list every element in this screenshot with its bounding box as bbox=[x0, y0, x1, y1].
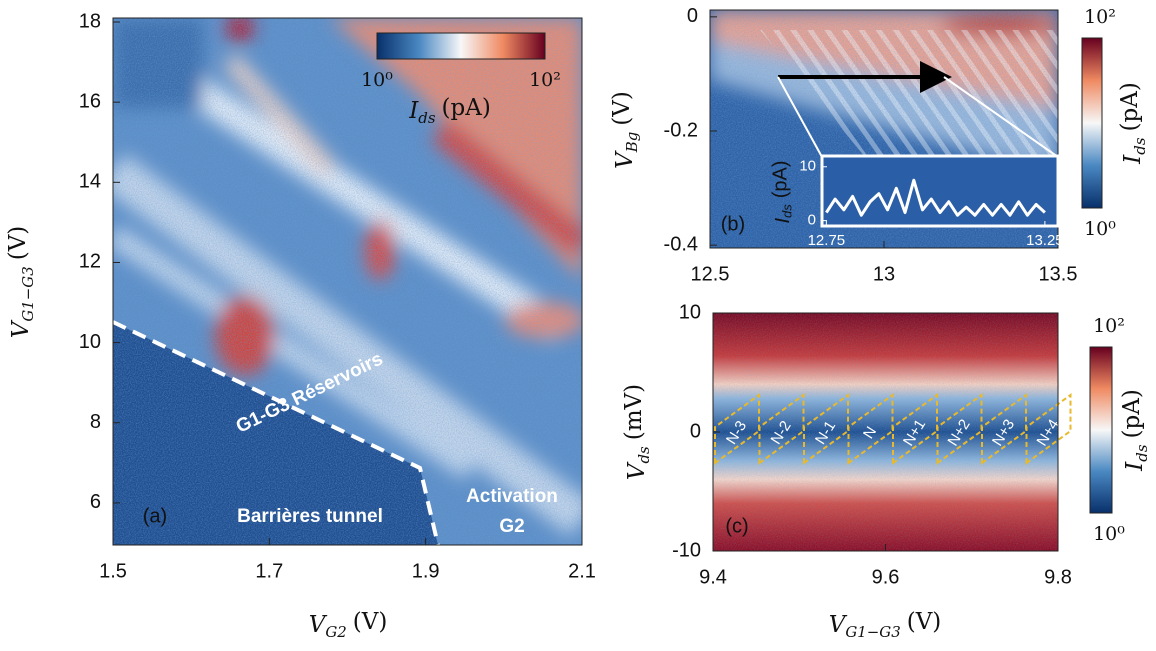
x-tick-label: 9.8 bbox=[1044, 566, 1072, 588]
colorbar bbox=[1089, 346, 1113, 514]
y-tick-label: 16 bbox=[79, 90, 101, 112]
label-subscript: G1−G3 bbox=[19, 266, 37, 321]
axis-label: Vds (mV) bbox=[621, 384, 653, 480]
diamond bbox=[892, 393, 938, 465]
label-unit: (mV) bbox=[621, 384, 647, 440]
label-symbol: V bbox=[309, 612, 328, 638]
label-subscript: ds bbox=[635, 446, 653, 464]
label-symbol: I bbox=[408, 98, 419, 124]
label-symbol: V bbox=[612, 150, 638, 169]
x-tick-label: 9.4 bbox=[699, 566, 727, 588]
x-tick-label: 1.9 bbox=[412, 560, 440, 582]
colorbar-tick-label: 10² bbox=[529, 69, 561, 91]
label-unit: (pA) bbox=[770, 160, 792, 198]
diamond bbox=[758, 393, 805, 465]
y-tick-label: 10 bbox=[679, 301, 701, 323]
axis-label: Ids (pA) bbox=[408, 95, 491, 127]
x-tick-label: 1.7 bbox=[255, 560, 283, 582]
axis-label: Ids (pA) bbox=[1117, 82, 1149, 165]
diamond bbox=[936, 393, 983, 465]
label-symbol: V bbox=[624, 461, 650, 480]
diamond bbox=[847, 393, 894, 465]
x-tick-label: 13.5 bbox=[1039, 263, 1078, 285]
axis-label: Ids (pA) bbox=[770, 160, 795, 223]
inset-x-tick-label: 13.25 bbox=[1026, 232, 1064, 249]
label-symbol: I bbox=[1120, 154, 1146, 165]
y-tick-label: 12 bbox=[79, 251, 101, 273]
axis-label: VG1−G3 (V) bbox=[829, 609, 942, 641]
x-tick-label: 9.6 bbox=[872, 566, 900, 588]
label-subscript: G2 bbox=[325, 623, 346, 641]
annotation: Activation bbox=[466, 486, 558, 507]
y-tick-label: -0.4 bbox=[664, 233, 698, 255]
colorbar bbox=[1081, 37, 1103, 209]
diamond bbox=[803, 393, 849, 465]
colorbar-tick-label: 10⁰ bbox=[1084, 218, 1116, 240]
panel-label: (b) bbox=[721, 213, 745, 235]
label-symbol: V bbox=[8, 319, 34, 338]
plot-frame bbox=[112, 17, 583, 546]
label-subscript: ds bbox=[418, 109, 436, 127]
colorbar-tick-label: 10² bbox=[1093, 315, 1125, 337]
label-subscript: Bg bbox=[623, 132, 641, 154]
x-tick-label: 1.5 bbox=[99, 560, 127, 582]
diamond bbox=[981, 393, 1027, 465]
inset-box bbox=[820, 154, 1060, 228]
label-unit: (pA) bbox=[1117, 82, 1143, 131]
y-tick-label: 10 bbox=[79, 331, 101, 353]
colorbar-tick-label: 10⁰ bbox=[361, 69, 393, 91]
panel-label: (a) bbox=[143, 505, 167, 527]
label-unit: (V) bbox=[353, 609, 388, 635]
label-subscript: ds bbox=[1133, 444, 1151, 462]
axis-label: VG2 (V) bbox=[309, 609, 388, 641]
y-tick-label: 6 bbox=[90, 491, 101, 513]
axis-label: Ids (pA) bbox=[1119, 389, 1151, 472]
diamond bbox=[1025, 393, 1072, 465]
inset-y-tick-label: 0 bbox=[808, 212, 816, 229]
y-tick-label: 0 bbox=[690, 420, 701, 442]
x-tick-label: 12.5 bbox=[691, 263, 730, 285]
inset-x-tick-label: 12.75 bbox=[808, 232, 846, 249]
diamond bbox=[714, 393, 760, 465]
inset-line bbox=[825, 178, 1046, 217]
label-symbol: I bbox=[1122, 461, 1148, 472]
axis-label: VG1−G3 (V) bbox=[5, 226, 37, 339]
y-tick-label: 0 bbox=[687, 5, 698, 27]
boundary-line bbox=[112, 320, 440, 546]
colorbar bbox=[376, 32, 546, 60]
x-tick-label: 2.1 bbox=[568, 560, 596, 582]
label-subscript: G1−G3 bbox=[845, 623, 900, 641]
y-tick-label: -0.2 bbox=[664, 119, 698, 141]
label-symbol: V bbox=[829, 612, 848, 638]
colorbar-tick-label: 10² bbox=[1084, 6, 1116, 28]
label-unit: (V) bbox=[5, 226, 31, 261]
annotation: Barrières tunnel bbox=[237, 506, 383, 527]
y-tick-label: 8 bbox=[90, 411, 101, 433]
label-unit: (V) bbox=[907, 609, 942, 635]
x-tick-label: 13 bbox=[873, 263, 895, 285]
label-unit: (V) bbox=[609, 91, 635, 126]
y-tick-label: -10 bbox=[672, 539, 701, 561]
zoom-line bbox=[943, 76, 1059, 158]
label-subscript: ds bbox=[780, 204, 795, 218]
annotation: G2 bbox=[499, 516, 524, 537]
panel-label: (c) bbox=[725, 515, 748, 537]
label-symbol: I bbox=[772, 218, 794, 224]
y-tick-label: 14 bbox=[79, 171, 101, 193]
y-tick-label: 18 bbox=[79, 10, 101, 32]
label-subscript: ds bbox=[1131, 137, 1149, 155]
heatmap-c bbox=[713, 313, 1058, 551]
label-unit: (pA) bbox=[442, 95, 491, 121]
axis-label: VBg (V) bbox=[609, 91, 641, 169]
inset-y-tick-label: 10 bbox=[799, 158, 816, 175]
heatmap-a bbox=[113, 18, 582, 545]
colorbar-tick-label: 10⁰ bbox=[1093, 523, 1125, 545]
label-unit: (pA) bbox=[1119, 389, 1145, 438]
zoom-line bbox=[777, 76, 823, 158]
